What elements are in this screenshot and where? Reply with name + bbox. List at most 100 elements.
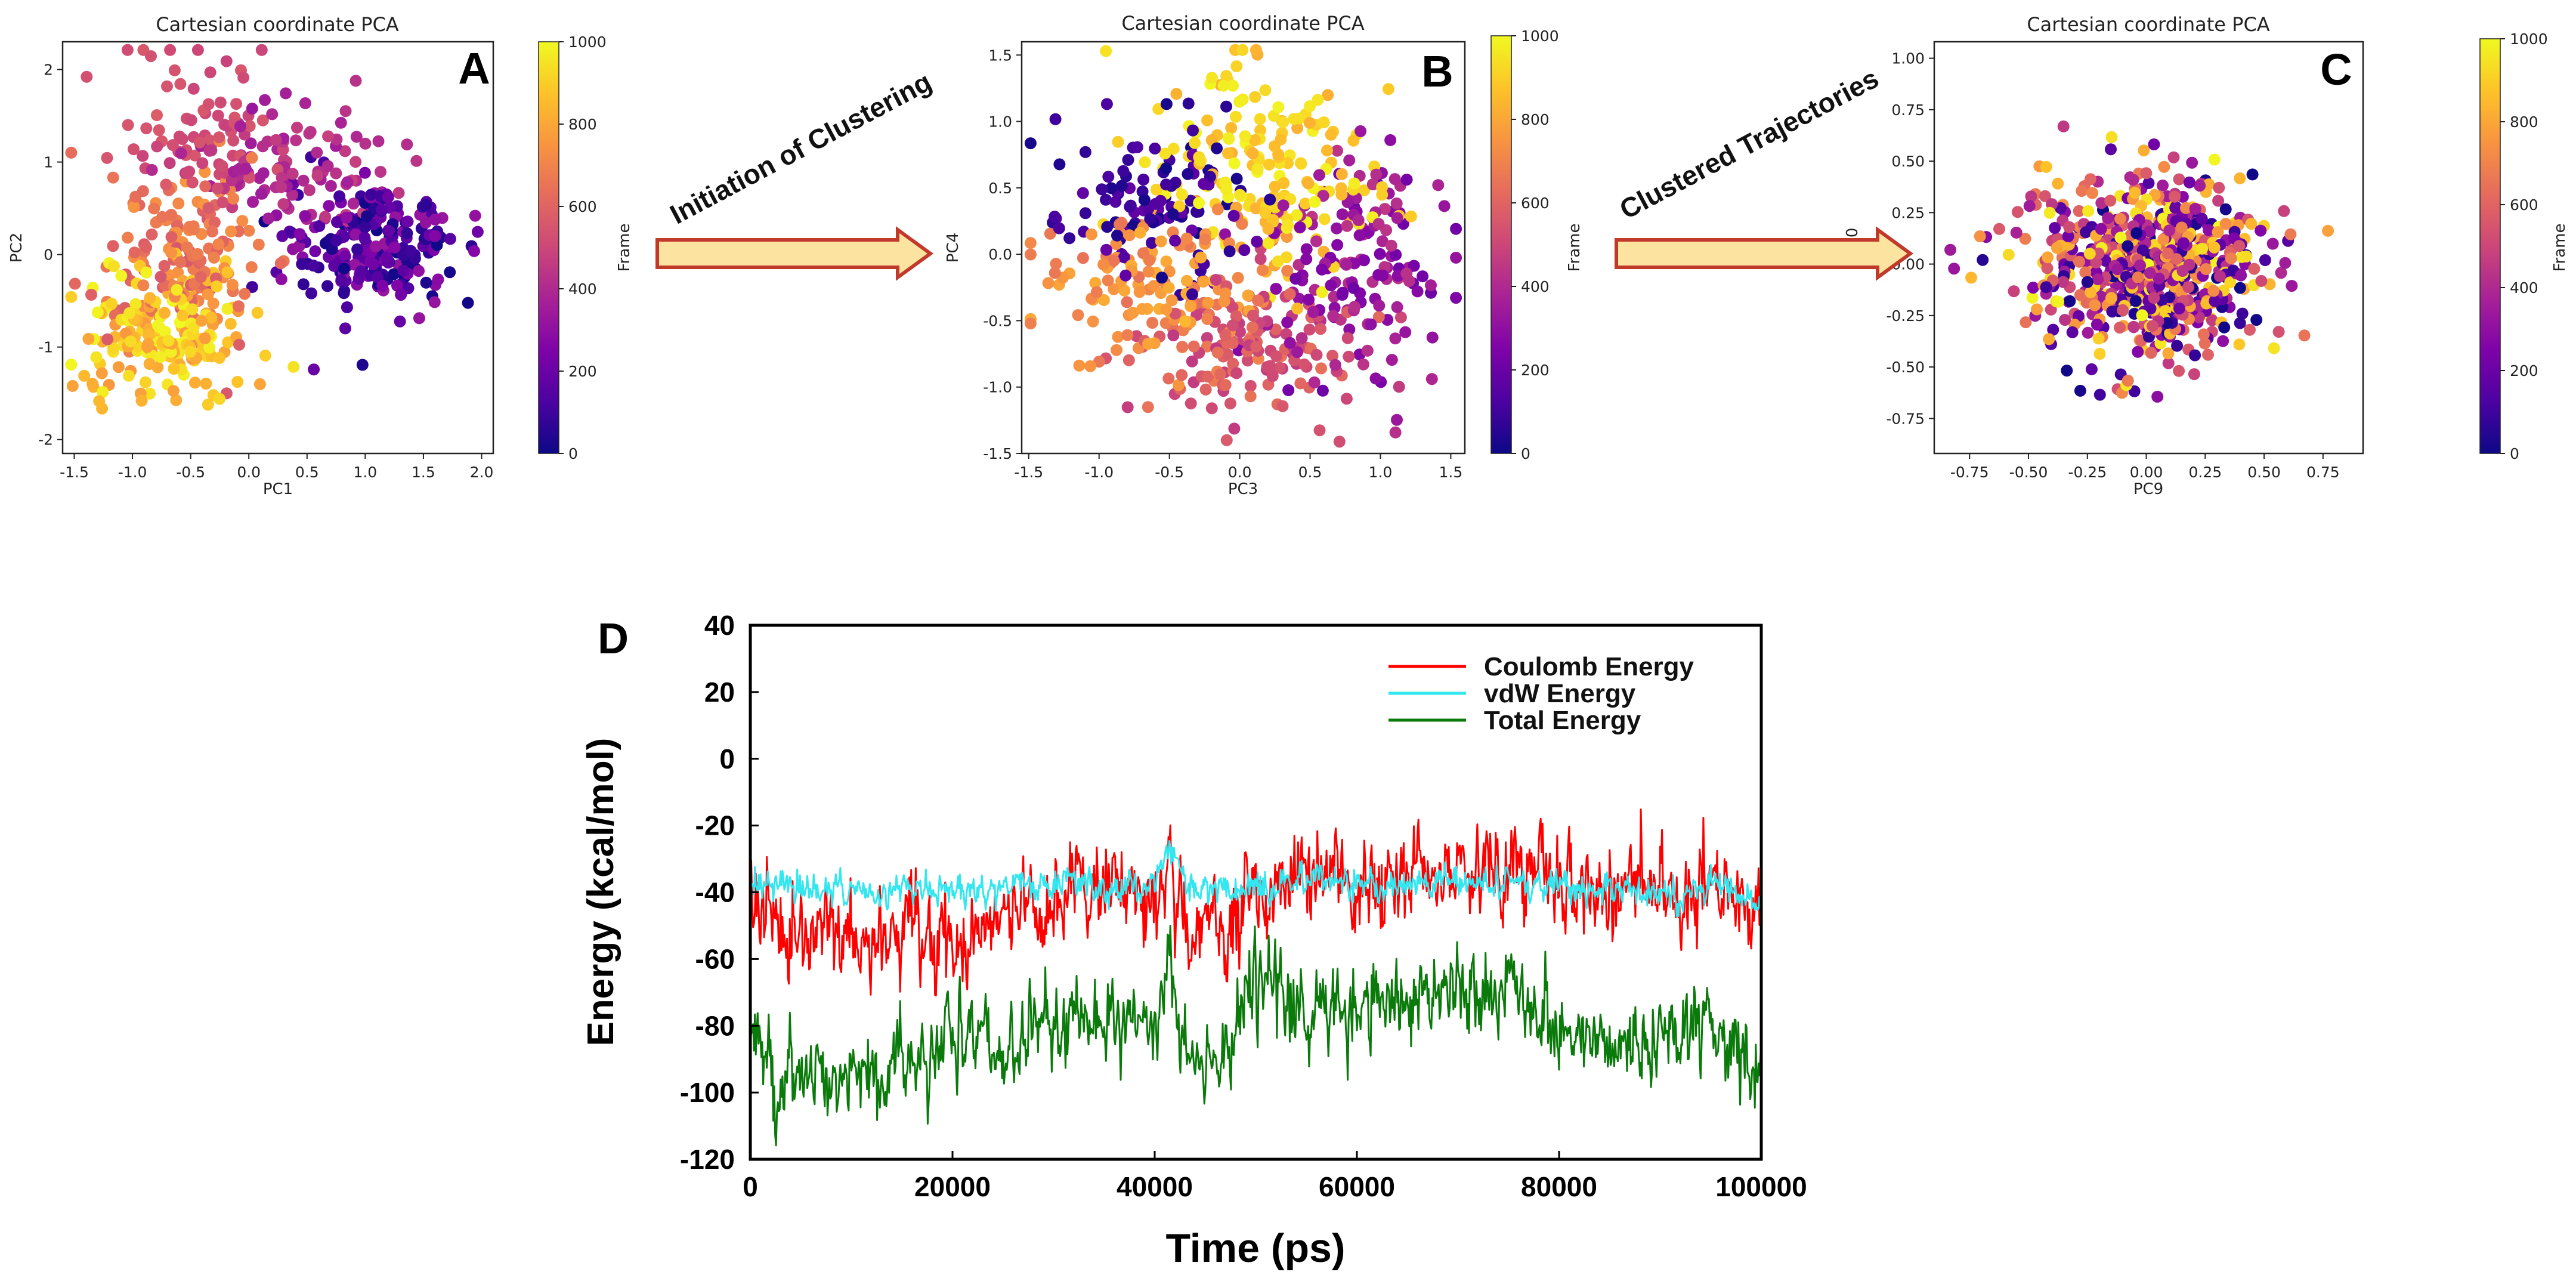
scatter-point: [1224, 397, 1236, 410]
scatter-point: [335, 116, 347, 129]
scatter-point: [2286, 280, 2298, 292]
scatter-point: [1101, 221, 1114, 233]
scatter-point: [1221, 348, 1234, 361]
scatter-point: [2189, 203, 2201, 215]
scatter-point: [350, 75, 362, 87]
scatter-point: [2147, 320, 2158, 332]
scatter-point: [1219, 228, 1231, 240]
scatter-point: [1405, 210, 1417, 223]
scatter-point: [166, 139, 179, 152]
scatter-point: [1042, 277, 1054, 289]
scatter-point: [173, 130, 185, 143]
scatter-point: [339, 105, 352, 118]
scatter-point: [1233, 189, 1246, 201]
scatter-point: [2148, 138, 2160, 150]
scatter-point: [2122, 240, 2134, 252]
scatter-point: [376, 203, 388, 216]
scatter-point: [1254, 253, 1267, 265]
scatter-point: [2278, 205, 2290, 217]
scatter-point: [1089, 277, 1102, 289]
scatter-point: [2200, 263, 2212, 275]
scatter-point: [196, 314, 208, 327]
scatter-point: [2225, 252, 2237, 264]
scatter-point: [2080, 226, 2092, 239]
scatter-point: [2025, 190, 2037, 203]
scatter-point: [1308, 376, 1321, 388]
y-tick-label: -60: [695, 943, 735, 974]
scatter-point: [1267, 214, 1279, 226]
colorbar-tick-label: 0: [568, 445, 578, 462]
scatter-point: [202, 288, 214, 301]
scatter-point: [247, 196, 259, 208]
scatter-point: [1170, 88, 1183, 100]
scatter-point: [1366, 178, 1379, 190]
scatter-point: [2176, 265, 2189, 277]
scatter-point: [1201, 313, 1214, 325]
scatter-point: [2182, 281, 2195, 294]
panel-a-xlabel: PC1: [263, 480, 293, 498]
y-tick-label: 0.25: [1891, 204, 1925, 221]
scatter-point: [203, 144, 216, 157]
scatter-point: [2213, 181, 2225, 194]
scatter-point: [1270, 283, 1282, 295]
colorbar-tick-label: 400: [2510, 279, 2538, 297]
scatter-point: [2105, 131, 2118, 143]
scatter-point: [1160, 178, 1173, 191]
colorbar-tick-label: 200: [2510, 362, 2538, 379]
scatter-point: [331, 216, 343, 229]
scatter-point: [1219, 379, 1232, 391]
scatter-point: [181, 241, 193, 254]
scatter-point: [207, 297, 219, 310]
scatter-point: [220, 55, 233, 67]
panel-b: Cartesian coordinate PCA -1.5 -1.0 -0.5 0.0…: [944, 12, 1584, 498]
scatter-point: [221, 302, 234, 315]
scatter-point: [1162, 282, 1175, 294]
scatter-point: [1232, 271, 1244, 284]
scatter-point: [65, 359, 78, 371]
scatter-point: [1394, 311, 1407, 323]
scatter-point: [1307, 306, 1319, 318]
y-tick-label: 0.75: [1891, 101, 1925, 119]
scatter-point: [2255, 224, 2267, 237]
scatter-point: [1948, 263, 1960, 275]
scatter-point: [129, 298, 142, 310]
scatter-point: [1228, 157, 1241, 169]
scatter-point: [1303, 294, 1315, 306]
scatter-point: [372, 135, 385, 147]
scatter-point: [225, 225, 237, 237]
scatter-point: [2114, 212, 2126, 225]
x-tick-label: -0.25: [2068, 464, 2107, 481]
panel-a-frame: [61, 41, 494, 455]
scatter-point: [2063, 221, 2076, 233]
scatter-point: [2049, 222, 2061, 234]
scatter-point: [1195, 251, 1207, 264]
scatter-point: [1201, 114, 1214, 126]
scatter-point: [259, 94, 271, 106]
scatter-point: [1385, 239, 1397, 252]
scatter-point: [471, 226, 484, 238]
scatter-point: [237, 72, 250, 84]
scatter-point: [321, 160, 334, 172]
scatter-point: [2089, 299, 2101, 311]
scatter-point: [2074, 289, 2086, 301]
scatter-point: [216, 160, 228, 172]
scatter-point: [1211, 203, 1224, 215]
scatter-point: [2235, 269, 2247, 282]
scatter-point: [1288, 113, 1300, 125]
scatter-point: [236, 215, 249, 227]
scatter-point: [93, 395, 106, 408]
scatter-point: [1269, 140, 1281, 153]
x-tick-label: 1.5: [412, 464, 435, 481]
scatter-point: [213, 351, 225, 364]
scatter-point: [286, 168, 299, 180]
scatter-point: [1291, 302, 1304, 315]
scatter-point: [2197, 328, 2210, 341]
scatter-point: [245, 261, 258, 273]
scatter-point: [153, 124, 165, 137]
scatter-point: [2212, 226, 2224, 238]
scatter-point: [1227, 357, 1239, 370]
scatter-point: [1284, 288, 1296, 300]
scatter-point: [259, 349, 271, 362]
scatter-point: [2091, 319, 2103, 331]
scatter-point: [1121, 401, 1134, 413]
